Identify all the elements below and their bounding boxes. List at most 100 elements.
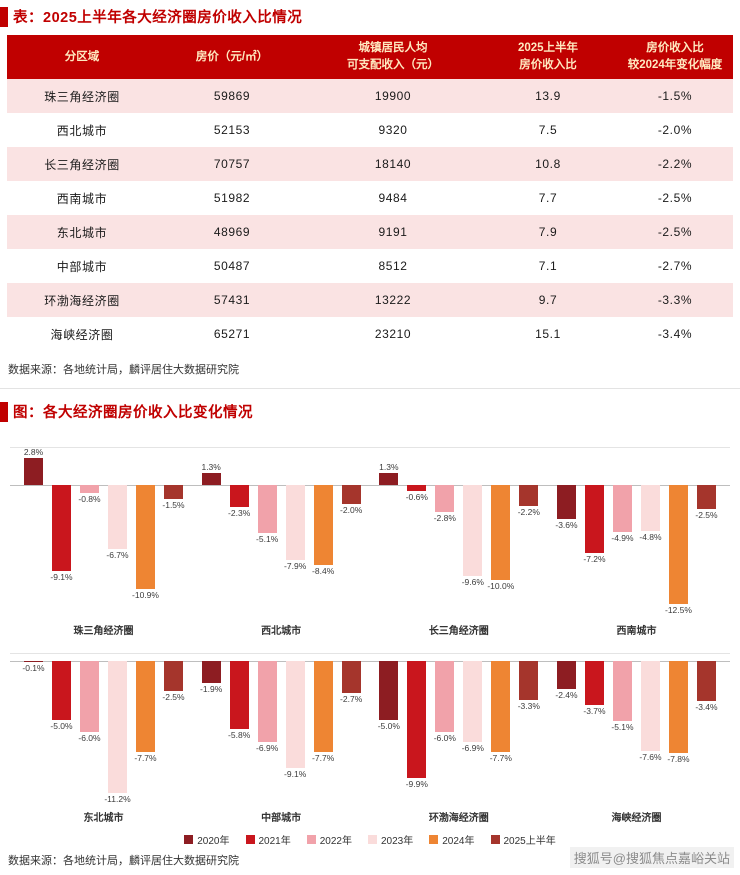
bar-value-label: -7.7%: [312, 752, 335, 763]
bar-value-label: -5.1%: [611, 722, 634, 733]
legend-label: 2025上半年: [503, 836, 556, 847]
table-body: 珠三角经济圈 59869 19900 13.9 -1.5% 西北城市 52153 9320 7.…: [7, 79, 733, 351]
bar-value-label: -0.6%: [405, 491, 428, 502]
table-cell: 9.7: [538, 293, 558, 307]
bar-value-label: -5.0%: [50, 721, 73, 731]
title-accent-bar: [0, 6, 8, 27]
chart-bar: [463, 661, 483, 743]
category-label: 环渤海经济圈: [428, 813, 489, 824]
table-cell: -2.2%: [657, 157, 693, 171]
table-cell: -2.7%: [657, 259, 693, 273]
bar-value-label: -4.8%: [639, 531, 662, 542]
chart-bar: [491, 661, 511, 752]
bar-value-label: -7.8%: [667, 754, 690, 765]
chart-bar: [201, 472, 221, 485]
chart-bar: [556, 661, 576, 690]
table-cell: 15.1: [535, 327, 561, 341]
region-cell: 中部城市: [56, 259, 108, 274]
table-cell: 8512: [378, 259, 408, 273]
legend-item: 2020年: [184, 832, 230, 847]
chart-bar: [80, 661, 99, 732]
bar-value-label: -2.2%: [517, 506, 540, 517]
chart-title-row: 图：各大经济圈房价收入比变化情况: [0, 401, 740, 422]
chart-plot: 1.3% -2.3% -5.1% -7.9% -8.4% -2.0%: [201, 438, 362, 620]
table-source-note: 数据来源：各地统计局，麟评居住大数据研究院: [8, 364, 239, 376]
watermark-text: 搜狐号@搜狐焦点嘉峪关站: [569, 847, 734, 868]
gridline: [10, 653, 730, 654]
chart-bar: [556, 485, 576, 520]
chart-bar: [463, 485, 483, 577]
table-header-row: 分区域 房价（元/㎡） 城镇居民人均 可支配收入（元） 2025上半年 房价收入比 房价…: [7, 35, 733, 79]
legend-swatch: [245, 835, 255, 844]
table-cell: 48969: [213, 225, 251, 239]
table-cell: 9191: [378, 225, 408, 239]
bar-value-label: -1.9%: [200, 684, 223, 695]
bar-value-label: -2.4%: [555, 690, 578, 701]
bar-value-label: 1.3%: [201, 461, 221, 472]
chart-bar: [52, 485, 71, 572]
bar-value-label: -9.9%: [405, 778, 428, 789]
chart-bar: [668, 485, 688, 604]
chart-plot: 1.3% -0.6% -2.8% -9.6% -10.0% -2.2%: [379, 438, 540, 620]
chart-group: 2.8% -9.1% -0.8% -6.7% -10.9% -1.5% 珠三角经济圈: [24, 438, 185, 637]
table-cell: -3.3%: [657, 293, 693, 307]
region-cell: 海峡经济圈: [50, 327, 114, 342]
category-label: 长三角经济圈: [428, 626, 489, 637]
chart-plot: -2.4% -3.7% -5.1% -7.6% -7.8% -3.4%: [555, 646, 718, 807]
section-divider: [0, 388, 740, 389]
chart-bar: [257, 661, 277, 743]
bar-value-label: -6.7%: [106, 549, 129, 560]
table-cell: -2.5%: [657, 225, 693, 239]
chart-bar: [257, 485, 277, 534]
bar-value-label: -3.6%: [555, 520, 578, 531]
table-cell: 7.7: [538, 191, 558, 205]
legend-item: 2023年: [368, 832, 413, 847]
column-header: 房价（元/㎡）: [157, 35, 307, 79]
bar-value-label: -0.1%: [22, 663, 45, 674]
chart-bar: [407, 485, 427, 491]
page-footer: 数据来源：各地统计局，麟评居住大数据研究院 搜狐号@搜狐焦点嘉峪关站: [8, 847, 734, 868]
chart-bar: [612, 485, 632, 532]
legend-swatch: [490, 835, 500, 844]
chart-source-note: 数据来源：各地统计局，麟评居住大数据研究院: [8, 855, 239, 867]
bar-value-label: -2.3%: [228, 507, 251, 518]
bar-value-label: -2.0%: [340, 505, 363, 515]
chart-bar: [108, 485, 127, 549]
chart-group: -0.1% -5.0% -6.0% -11.2% -7.7% -2.5% 东北城市: [22, 646, 185, 824]
bar-value-label: -3.4%: [695, 702, 718, 713]
bar-value-label: -9.1%: [284, 769, 307, 780]
bar-value-label: -2.8%: [433, 512, 456, 523]
chart-row-1: 2.8% -9.1% -0.8% -6.7% -10.9% -1.5% 珠三角经济圈 1.3%…: [10, 438, 730, 637]
zero-axis-line: [10, 485, 730, 486]
table-row: 环渤海经济圈 57431 13222 9.7 -3.3%: [7, 283, 733, 317]
bar-value-label: -7.9%: [284, 561, 307, 572]
chart-bar: [164, 485, 183, 500]
bar-value-label: -3.3%: [517, 700, 540, 711]
chart-bar: [24, 458, 43, 485]
chart-bar: [201, 661, 221, 684]
bar-value-label: -10.0%: [487, 581, 515, 591]
table-cell: -3.4%: [657, 327, 693, 341]
chart-bar: [136, 661, 155, 752]
table-cell: 7.1: [538, 259, 558, 273]
bar-value-label: -5.0%: [377, 721, 400, 731]
chart-bar: [379, 661, 399, 720]
chart-bar: [229, 485, 249, 507]
column-header: 2025上半年 房价收入比: [479, 35, 617, 79]
region-cell: 东北城市: [56, 225, 108, 240]
chart-groups: -0.1% -5.0% -6.0% -11.2% -7.7% -2.5% 东北城市 -1.9%…: [10, 646, 730, 824]
chart-bar: [696, 485, 716, 509]
chart-bar: [229, 661, 249, 730]
bar-value-label: -8.4%: [312, 565, 335, 576]
column-header: 分区域: [7, 35, 157, 79]
chart-plot: -3.6% -7.2% -4.9% -4.8% -12.5% -2.5%: [555, 438, 718, 620]
table-row: 海峡经济圈 65271 23210 15.1 -3.4%: [7, 317, 733, 351]
chart-group: -5.0% -9.9% -6.0% -6.9% -7.7% -3.3% 环渤海经济圈: [378, 646, 540, 824]
table-title-row: 表：2025上半年各大经济圈房价收入比情况: [0, 6, 740, 27]
table-cell: -2.0%: [657, 123, 693, 137]
bar-value-label: -1.5%: [162, 500, 185, 511]
table-row: 长三角经济圈 70757 18140 10.8 -2.2%: [7, 147, 733, 181]
chart-bar: [491, 485, 511, 580]
legend-label: 2020年: [197, 836, 230, 847]
bar-value-label: -7.2%: [583, 554, 606, 565]
